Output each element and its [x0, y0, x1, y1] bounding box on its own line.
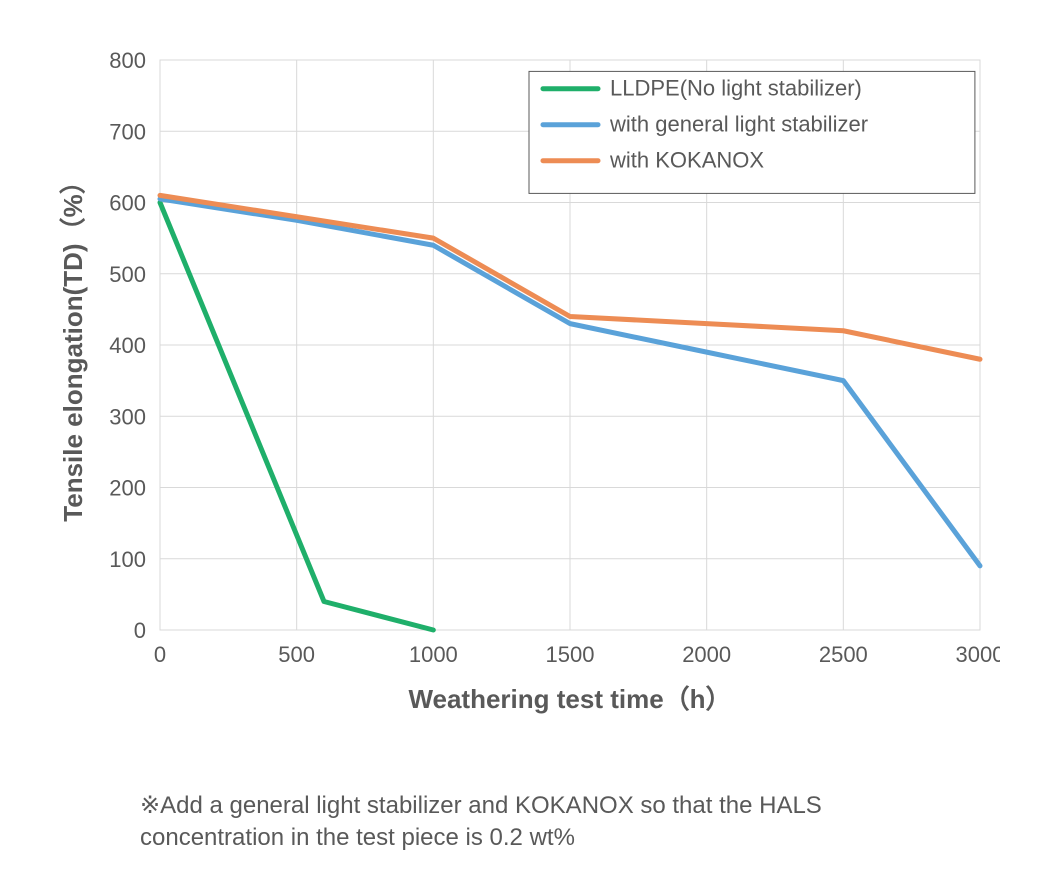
y-tick-label: 400: [109, 333, 146, 358]
legend-label-lldpe: LLDPE(No light stabilizer): [610, 75, 862, 100]
x-tick-label: 0: [154, 642, 166, 667]
x-tick-label: 3000: [956, 642, 1000, 667]
y-tick-label: 600: [109, 191, 146, 216]
y-tick-label: 100: [109, 547, 146, 572]
chart-svg: 0 100 200 300 400 500 600 700 800 0 500 1000 1500 200…: [40, 40, 1000, 740]
y-tick-label: 0: [134, 618, 146, 643]
line-chart: 0 100 200 300 400 500 600 700 800 0 500 1000 1500 200…: [40, 40, 1000, 740]
y-tick-label: 500: [109, 262, 146, 287]
legend-label-kokanox: with KOKANOX: [609, 147, 764, 172]
y-tick-label: 700: [109, 119, 146, 144]
chart-footnote: ※Add a general light stabilizer and KOKA…: [140, 790, 920, 855]
y-axis-title: Tensile elongation(TD)（%）: [58, 168, 88, 521]
y-tick-label: 200: [109, 476, 146, 501]
x-tick-label: 1000: [409, 642, 458, 667]
x-axis-title: Weathering test time（h）: [408, 684, 731, 714]
x-tick-label: 500: [278, 642, 315, 667]
page: 0 100 200 300 400 500 600 700 800 0 500 1000 1500 200…: [0, 0, 1041, 881]
x-tick-label: 1500: [546, 642, 595, 667]
x-tick-label: 2000: [682, 642, 731, 667]
y-tick-label: 300: [109, 404, 146, 429]
y-tick-label: 800: [109, 48, 146, 73]
legend-label-general: with general light stabilizer: [609, 111, 868, 136]
x-tick-label: 2500: [819, 642, 868, 667]
